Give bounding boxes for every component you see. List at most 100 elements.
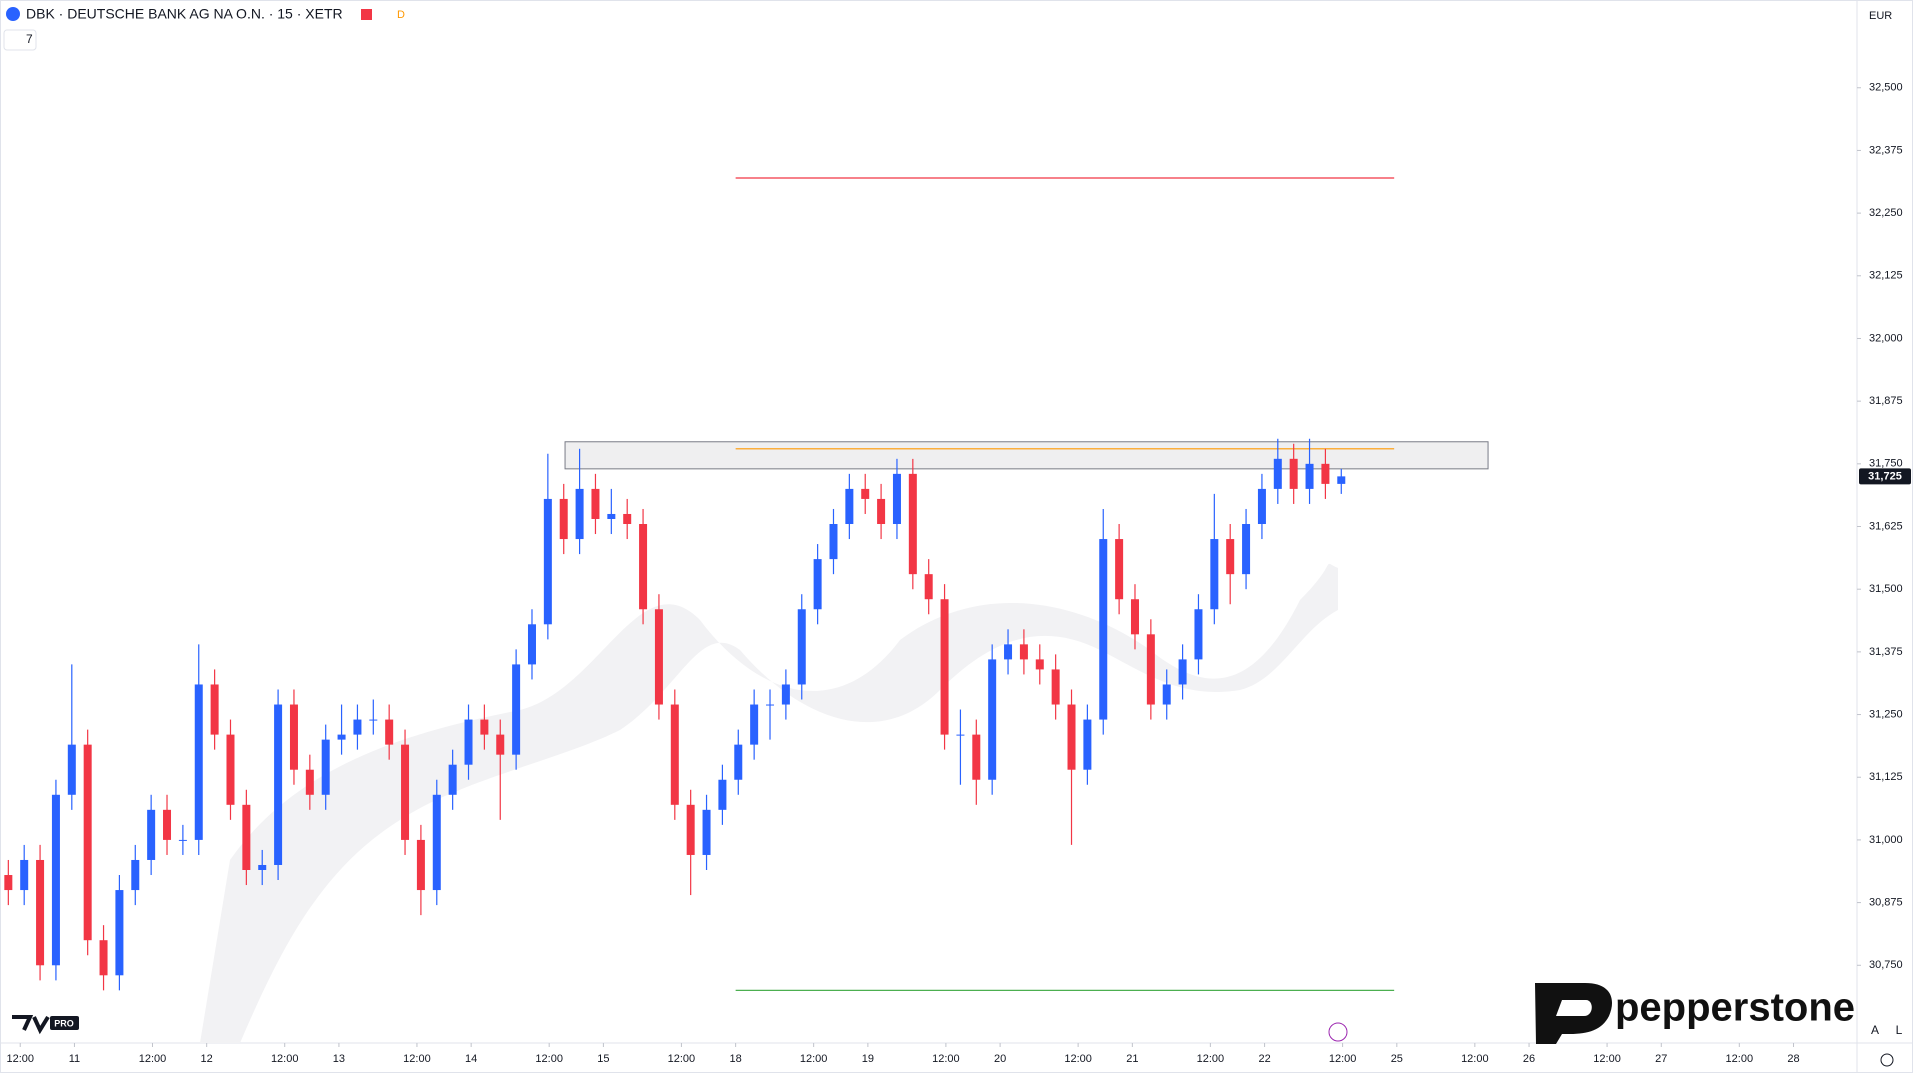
x-tick-label: 22: [1258, 1053, 1270, 1065]
x-tick-label: 12:00: [1329, 1053, 1357, 1065]
x-tick-label: 19: [862, 1053, 874, 1065]
x-tick-label: 12:00: [1064, 1053, 1092, 1065]
x-tick-label: 14: [465, 1053, 477, 1065]
y-tick-label: 31,750: [1869, 458, 1903, 470]
candle-body: [67, 744, 76, 795]
candle-body: [1242, 524, 1251, 575]
candle-body: [210, 684, 219, 735]
x-tick-label: 11: [69, 1053, 80, 1065]
candle-body: [512, 664, 521, 755]
log-scale-button[interactable]: L: [1896, 1023, 1903, 1037]
indicator-toggle[interactable]: [3, 29, 37, 51]
resistance-zone: [564, 441, 1489, 470]
candle-body: [639, 524, 648, 610]
candle-body: [940, 599, 949, 735]
x-tick-label: 12:00: [1593, 1053, 1621, 1065]
candle-body: [1226, 539, 1235, 575]
candle-body: [4, 875, 13, 891]
x-tick-label: 25: [1391, 1053, 1403, 1065]
y-tick-label: 30,750: [1869, 959, 1903, 971]
candle-body: [163, 809, 172, 840]
candle-body: [1257, 488, 1266, 525]
candle-body: [988, 659, 997, 780]
x-tick-label: 15: [597, 1053, 609, 1065]
candle-body: [686, 804, 695, 855]
y-tick-label: 32,125: [1869, 270, 1903, 282]
candle-body: [607, 513, 616, 519]
candle-body: [147, 809, 156, 860]
candle-body: [1004, 644, 1013, 660]
candle-body: [369, 719, 378, 721]
candle-body: [226, 734, 235, 805]
delay-badge[interactable]: D: [397, 9, 405, 21]
y-tick-label: 31,125: [1869, 771, 1903, 783]
candle-body: [242, 804, 251, 871]
auto-scale-button[interactable]: A: [1871, 1023, 1879, 1037]
x-tick-label: 12:00: [800, 1053, 828, 1065]
x-tick-label: 20: [994, 1053, 1006, 1065]
event-icon[interactable]: [1328, 1022, 1348, 1042]
y-tick-label: 31,000: [1869, 834, 1903, 846]
y-tick-label: 30,875: [1869, 897, 1903, 909]
candle-body: [734, 744, 743, 780]
settings-icon[interactable]: [1880, 1053, 1894, 1067]
x-tick-label: 12:00: [1197, 1053, 1225, 1065]
candle-body: [781, 684, 790, 705]
pro-badge-bg: [50, 1016, 79, 1030]
candle-body: [1289, 458, 1298, 489]
x-tick-label: 26: [1523, 1053, 1535, 1065]
ema-band: [200, 563, 1338, 1043]
x-tick-label: 12:00: [139, 1053, 167, 1065]
x-tick-label: 12:00: [1726, 1053, 1754, 1065]
candle-body: [527, 624, 536, 665]
pepperstone-logo-cut: [1556, 1000, 1592, 1016]
flag-icon: [361, 9, 372, 20]
candle-body: [1162, 684, 1171, 705]
candle-body: [924, 574, 933, 600]
candle-body: [908, 473, 917, 575]
candle-body: [813, 559, 822, 610]
x-tick-label: 12:00: [403, 1053, 431, 1065]
candle-body: [401, 744, 410, 840]
candle-body: [385, 719, 394, 745]
candle-body: [337, 734, 346, 740]
candle-body: [1083, 719, 1092, 770]
x-tick-label: 28: [1787, 1053, 1799, 1065]
currency-button[interactable]: EUR: [1869, 10, 1892, 22]
candle-body: [99, 940, 108, 976]
candle-body: [845, 488, 854, 525]
y-tick-label: 31,250: [1869, 708, 1903, 720]
candle-body: [1035, 659, 1044, 670]
candle-body: [718, 779, 727, 810]
candle-body: [1273, 458, 1282, 489]
pro-badge: PRO: [54, 1018, 74, 1028]
candle-body: [797, 609, 806, 685]
candle-body: [131, 859, 140, 891]
candle-body: [559, 498, 568, 540]
candle-body: [1321, 463, 1330, 484]
candle-body: [194, 684, 203, 840]
candle-body: [115, 890, 124, 976]
candle-body: [480, 719, 489, 735]
x-tick-label: 13: [333, 1053, 345, 1065]
candle-body: [1019, 644, 1028, 660]
candle-body: [1099, 539, 1108, 720]
y-tick-label: 31,500: [1869, 583, 1903, 595]
candle-body: [51, 794, 60, 966]
y-tick-label: 31,875: [1869, 395, 1903, 407]
candle-body: [36, 859, 45, 966]
x-tick-label: 12:00: [932, 1053, 960, 1065]
candle-body: [1051, 669, 1060, 705]
candle-body: [20, 859, 29, 891]
indicator-count[interactable]: 7: [26, 32, 33, 46]
brand-name: pepperstone: [1615, 986, 1855, 1030]
candle-body: [1337, 476, 1346, 484]
candle-body: [670, 704, 679, 805]
candle-body: [702, 809, 711, 855]
candle-body: [1146, 634, 1155, 705]
x-tick-label: 12: [201, 1053, 213, 1065]
candle-body: [274, 704, 283, 865]
candle-body: [1130, 599, 1139, 635]
